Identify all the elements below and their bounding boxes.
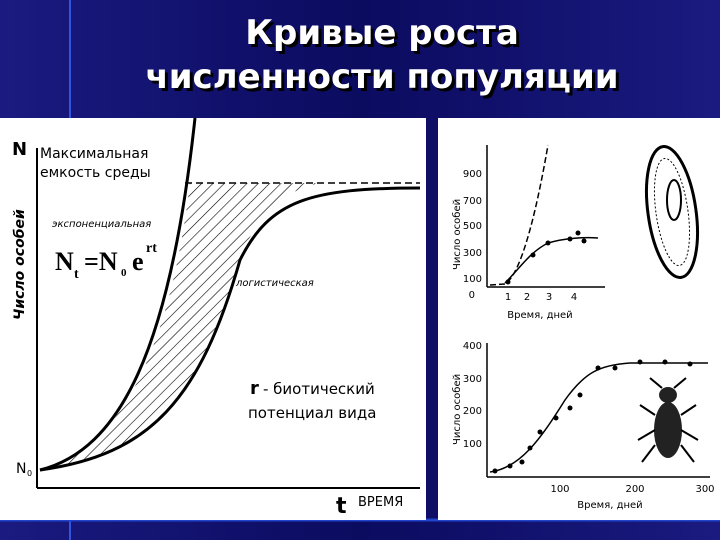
capacity-label: емкость среды <box>40 165 151 181</box>
formula-part: e <box>132 247 144 276</box>
right-figures: Число особей 900 700 500 300 100 0 1 2 3… <box>438 118 720 520</box>
x-tick-label: 4 <box>571 292 577 303</box>
y-tick-label: 300 <box>463 248 482 259</box>
y-ticks: 900 700 500 300 100 0 <box>463 169 482 301</box>
note: - биотический <box>263 380 375 398</box>
y-tick-label: 200 <box>463 406 482 417</box>
axis-label: Число особей <box>12 209 28 320</box>
formula-part: 0 <box>121 267 127 279</box>
y-tick-label: 400 <box>463 341 482 352</box>
hatched-area <box>40 183 320 470</box>
y-tick-label: 700 <box>463 196 482 207</box>
exponential-curve <box>39 117 197 472</box>
axis-symbol: N <box>12 139 27 160</box>
x-tick-label: 2 <box>524 292 530 303</box>
y-tick-label: 0 <box>469 290 475 301</box>
axis-label: Время, дней <box>577 500 642 511</box>
title-shadow: Кривые роста <box>248 16 522 56</box>
title-line: численности популяции <box>145 57 618 97</box>
beetle <box>637 377 699 463</box>
y-ticks: 400 300 200 100 <box>463 341 482 450</box>
left-figure: N Максимальная емкость среды Число особе… <box>0 117 426 520</box>
y-tick-label: 100 <box>463 274 482 285</box>
x-tick-label: 100 <box>550 484 569 495</box>
points <box>492 359 693 474</box>
points <box>505 230 587 285</box>
capacity-label: Максимальная <box>40 146 148 162</box>
x-ticks: 100 200 300 <box>550 484 714 495</box>
formula-part: t <box>74 267 79 282</box>
curve-label: экспоненциальная <box>52 219 151 230</box>
y-tick-label: 100 <box>463 439 482 450</box>
logistic-curve <box>39 186 421 472</box>
formula-part: =N <box>84 247 118 276</box>
title: Кривые роста Кривые роста численности по… <box>145 13 621 100</box>
x-tick-label: 300 <box>695 484 714 495</box>
n0-symbol: N <box>16 461 26 477</box>
formula-part: rt <box>146 241 157 256</box>
formula-part: N <box>55 247 74 276</box>
title-shadow: численности популяции <box>148 60 621 100</box>
y-tick-label: 900 <box>463 169 482 180</box>
x-tick-label: 3 <box>546 292 552 303</box>
axis-label: Число особей <box>452 199 463 270</box>
paramecium <box>645 145 699 279</box>
curve-label: логистическая <box>235 278 314 289</box>
formula: N t =N 0 e rt <box>55 241 157 282</box>
x-tick-label: 200 <box>625 484 644 495</box>
x-tick-label: 1 <box>505 292 511 303</box>
title-line: Кривые роста <box>245 13 519 53</box>
r-symbol: r <box>250 378 259 399</box>
n0-sub: 0 <box>27 469 32 478</box>
x-ticks: 1 2 3 4 <box>505 292 577 303</box>
axis-symbol: t <box>336 494 347 519</box>
note: потенциал вида <box>248 404 376 422</box>
axis-label: ВРЕМЯ <box>358 495 403 510</box>
curve <box>489 362 708 473</box>
y-tick-label: 300 <box>463 374 482 385</box>
axis-label: Число особей <box>452 374 463 445</box>
y-tick-label: 500 <box>463 221 482 232</box>
axis-label: Время, дней <box>507 310 572 321</box>
